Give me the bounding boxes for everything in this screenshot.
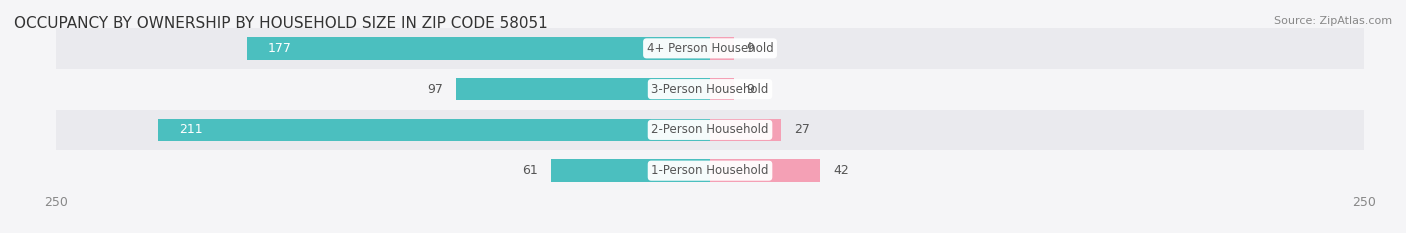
Bar (710, 37, 734, 60)
Text: 1-Person Household: 1-Person Household (651, 164, 769, 177)
Text: 3-Person Household: 3-Person Household (651, 83, 769, 96)
Bar (457, 78, 710, 100)
Bar (710, 159, 820, 182)
Text: 4+ Person Household: 4+ Person Household (647, 42, 773, 55)
Text: OCCUPANCY BY OWNERSHIP BY HOUSEHOLD SIZE IN ZIP CODE 58051: OCCUPANCY BY OWNERSHIP BY HOUSEHOLD SIZE… (14, 16, 548, 31)
Bar (56, 28, 1364, 69)
Bar (159, 119, 710, 141)
Bar (56, 150, 1364, 191)
Bar (56, 110, 1364, 150)
Text: 61: 61 (522, 164, 537, 177)
Bar (551, 159, 710, 182)
Bar (247, 37, 710, 60)
Text: 2-Person Household: 2-Person Household (651, 123, 769, 136)
Text: 177: 177 (269, 42, 292, 55)
Text: 27: 27 (794, 123, 810, 136)
Bar (710, 119, 780, 141)
Text: Source: ZipAtlas.com: Source: ZipAtlas.com (1274, 16, 1392, 26)
Bar (710, 78, 734, 100)
Text: 42: 42 (832, 164, 849, 177)
Text: 9: 9 (747, 42, 755, 55)
Text: 211: 211 (179, 123, 202, 136)
Text: 9: 9 (747, 83, 755, 96)
Bar (56, 69, 1364, 110)
Text: 97: 97 (427, 83, 443, 96)
